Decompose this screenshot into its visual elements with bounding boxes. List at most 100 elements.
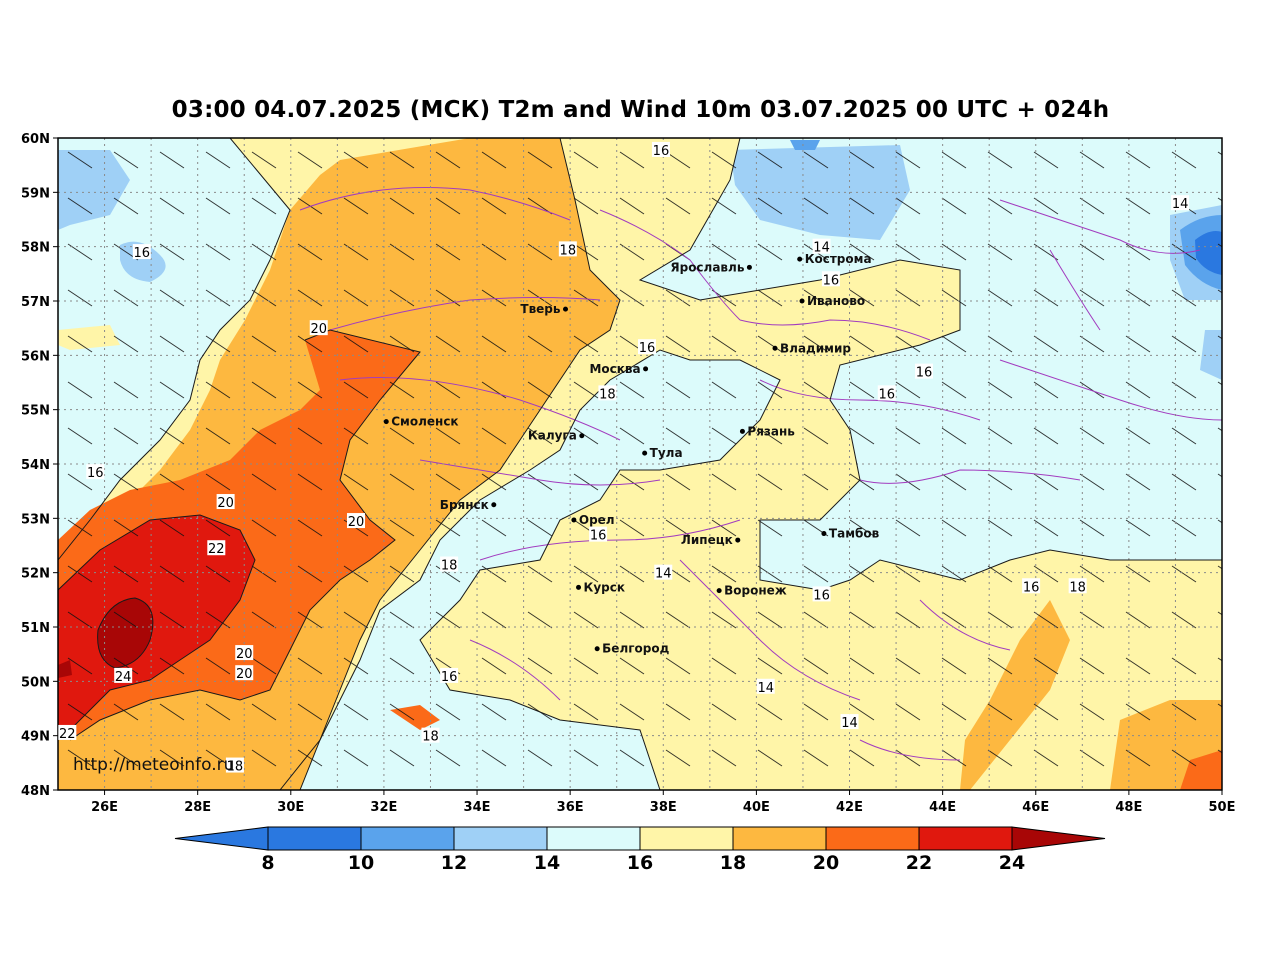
lon-tick-label: 36E: [557, 800, 584, 815]
contour-label: 16: [1023, 580, 1040, 595]
colorbar-min-arrow: [174, 826, 269, 851]
city-label: Воронеж: [724, 584, 787, 598]
contour-label: 16: [878, 387, 895, 402]
contour-label: 16: [823, 273, 840, 288]
contour-label-bg: [651, 141, 670, 157]
contour-label: 16: [916, 366, 933, 381]
contour-label-bg: [1171, 195, 1190, 211]
lon-tick-label: 38E: [650, 800, 677, 815]
lon-tick-label: 42E: [836, 800, 863, 815]
contour-label-bg: [756, 678, 775, 694]
contour-label-bg: [235, 665, 254, 681]
contour-label: 16: [639, 341, 656, 356]
lat-tick-label: 56N: [21, 349, 50, 364]
lat-tick-label: 50N: [21, 675, 50, 690]
contour-label-bg: [589, 526, 608, 542]
colorbar-label: 10: [348, 852, 374, 874]
contour-label-bg: [877, 385, 896, 401]
lat-tick-label: 58N: [21, 241, 50, 256]
contour-label-bg: [235, 645, 254, 661]
city-label: Смоленск: [391, 415, 458, 429]
lon-tick-label: 48E: [1115, 800, 1142, 815]
city-dot: [643, 366, 649, 372]
colorbar-segment: [732, 826, 827, 851]
latitude-labels: 60N 59N 58N 57N 56N 55N 54N 53N 52N 51N 50N 49N 48N: [21, 132, 58, 799]
colorbar-segment: [267, 826, 362, 851]
contour-label-bg: [840, 714, 859, 730]
contour-label-bg: [132, 244, 151, 260]
lon-tick-label: 40E: [743, 800, 770, 815]
longitude-labels: 26E 28E 30E 32E 34E 36E 38E 40E 42E 44E 46E 48E 50E: [91, 790, 1235, 815]
contour-label: 20: [236, 647, 253, 662]
contour-label: 22: [59, 727, 76, 742]
lat-tick-label: 52N: [21, 567, 50, 582]
contour-label-bg: [58, 724, 77, 740]
isotherms: [58, 138, 1222, 790]
city-label: Липецк: [681, 533, 733, 547]
city-label: Брянск: [440, 498, 489, 512]
contour-label-bg: [821, 271, 840, 287]
colorbar-segment: [825, 826, 920, 851]
contour-label-bg: [558, 241, 577, 257]
contour-label-bg: [346, 513, 365, 529]
city-label: Иваново: [807, 294, 865, 308]
contour-label-bg: [637, 339, 656, 355]
contour-label-bg: [598, 385, 617, 401]
contour-label-bg: [654, 564, 673, 580]
city-dot: [642, 450, 648, 456]
city-dot: [797, 256, 803, 262]
colorbar-segment: [360, 826, 455, 851]
city-label: Кострома: [805, 252, 872, 266]
city-dot: [594, 646, 600, 652]
city-dot: [383, 419, 389, 425]
colorbar-label: 24: [999, 852, 1025, 874]
contour-label: 20: [348, 515, 365, 530]
contour-label-bg: [1068, 578, 1087, 594]
city-dot: [571, 517, 577, 523]
contour-label-bg: [915, 363, 934, 379]
contour-label: 16: [590, 529, 607, 544]
city-dot: [579, 433, 585, 439]
contour-label: 14: [655, 567, 672, 582]
lon-tick-label: 32E: [370, 800, 397, 815]
contour-label-bg: [216, 494, 235, 510]
lon-tick-label: 46E: [1022, 800, 1049, 815]
contour-label-bg: [812, 238, 831, 254]
lat-tick-label: 60N: [21, 132, 50, 147]
admin-borders: [299, 187, 1222, 761]
contour-label: 16: [653, 144, 670, 159]
colorbar-label: 8: [261, 852, 274, 874]
contour-label: 14: [1172, 197, 1189, 212]
city-dot: [563, 306, 569, 312]
lon-tick-label: 30E: [277, 800, 304, 815]
colorbar-label: 16: [627, 852, 653, 874]
contour-label-bg: [225, 757, 244, 773]
source-url: http://meteoinfo.ru: [73, 755, 234, 775]
city-dot: [799, 298, 805, 304]
lat-tick-label: 54N: [21, 458, 50, 473]
colorbar-segment: [918, 826, 1013, 851]
colorbar-segment: [546, 826, 641, 851]
colorbar-label: 20: [813, 852, 839, 874]
city-label: Москва: [589, 362, 640, 376]
contour-label: 20: [236, 667, 253, 682]
city-label: Тамбов: [829, 527, 880, 541]
lat-tick-label: 51N: [21, 621, 50, 636]
contour-labels: 16 16 18 14 16 14 20 16 16 18 16 16 20 20 16 22 18 14 16 18…: [58, 141, 1190, 775]
chart-title: 03:00 04.07.2025 (МСК) T2m and Wind 10m …: [171, 97, 1110, 123]
contour-label: 18: [227, 760, 244, 775]
lat-tick-label: 49N: [21, 730, 50, 745]
lon-tick-label: 28E: [184, 800, 211, 815]
contour-label: 24: [115, 670, 132, 685]
contour-label: 20: [217, 496, 234, 511]
city-dot: [735, 537, 741, 543]
city-label: Ярославль: [670, 260, 744, 274]
contour-label: 14: [813, 241, 830, 256]
contour-label-bg: [1022, 578, 1041, 594]
contour-label: 22: [208, 542, 225, 557]
colorbar-label: 12: [441, 852, 467, 874]
city-label: Курск: [584, 580, 625, 594]
contour-label: 14: [841, 716, 858, 731]
city-dot: [772, 345, 778, 351]
contour-label-bg: [207, 540, 226, 556]
